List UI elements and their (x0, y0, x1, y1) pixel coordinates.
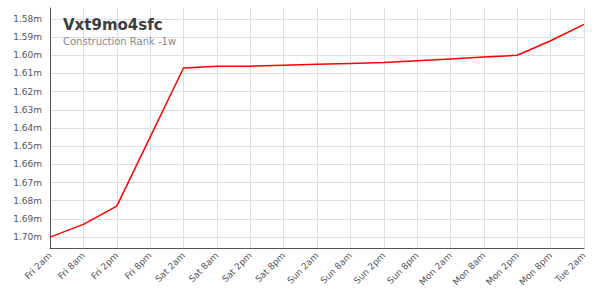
svg-text:1.64m: 1.64m (13, 123, 42, 133)
svg-text:Sun 8pm: Sun 8pm (385, 250, 420, 285)
svg-text:1.68m: 1.68m (13, 196, 42, 206)
svg-text:Sat 2pm: Sat 2pm (220, 250, 254, 284)
svg-text:Sun 2pm: Sun 2pm (352, 250, 387, 285)
svg-text:Vxt9mo4sfc: Vxt9mo4sfc (63, 16, 163, 34)
svg-text:1.61m: 1.61m (13, 68, 42, 78)
svg-text:Sat 2am: Sat 2am (153, 250, 187, 284)
svg-text:Mon 2pm: Mon 2pm (484, 250, 521, 287)
svg-text:1.65m: 1.65m (13, 141, 42, 151)
svg-text:1.69m: 1.69m (13, 214, 42, 224)
svg-text:Fri 8pm: Fri 8pm (123, 250, 154, 281)
svg-text:Fri 8am: Fri 8am (56, 250, 87, 281)
svg-text:Sun 8am: Sun 8am (319, 250, 354, 285)
svg-text:Fri 2pm: Fri 2pm (89, 250, 120, 281)
svg-text:1.59m: 1.59m (13, 32, 42, 42)
svg-text:1.67m: 1.67m (13, 178, 42, 188)
svg-text:1.58m: 1.58m (13, 14, 42, 24)
svg-text:Mon 2am: Mon 2am (417, 250, 454, 287)
svg-text:1.63m: 1.63m (13, 105, 42, 115)
svg-text:Sat 8am: Sat 8am (187, 250, 221, 284)
svg-text:1.66m: 1.66m (13, 159, 42, 169)
svg-text:Sun 2am: Sun 2am (285, 250, 320, 285)
svg-text:1.70m: 1.70m (13, 232, 42, 242)
svg-text:1.60m: 1.60m (13, 50, 42, 60)
svg-text:Construction Rank -1w: Construction Rank -1w (63, 36, 176, 47)
svg-text:Tue 2am: Tue 2am (553, 250, 588, 285)
svg-text:1.62m: 1.62m (13, 87, 42, 97)
svg-text:Mon 8pm: Mon 8pm (517, 250, 554, 287)
svg-text:Mon 8am: Mon 8am (451, 250, 488, 287)
svg-text:Fri 2am: Fri 2am (23, 250, 54, 281)
svg-text:Sat 8pm: Sat 8pm (253, 250, 287, 284)
